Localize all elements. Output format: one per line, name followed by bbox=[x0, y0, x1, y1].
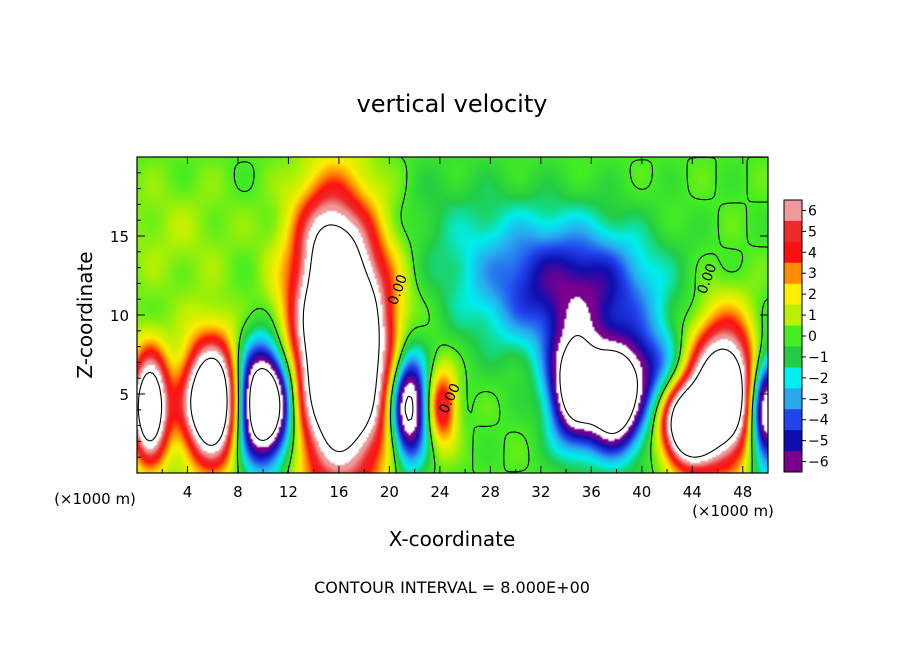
x-unit-right: (×1000 m) bbox=[692, 502, 774, 520]
y-tick-label: 15 bbox=[110, 228, 129, 246]
contour-negative-8 bbox=[249, 334, 639, 442]
velocity-field-heatmap bbox=[137, 157, 768, 473]
contour-interval-note: CONTOUR INTERVAL = 8.000E+00 bbox=[314, 578, 590, 597]
colorbar-swatch bbox=[784, 325, 802, 347]
colorbar-label: 5 bbox=[808, 224, 817, 240]
chart-title: vertical velocity bbox=[357, 90, 548, 118]
x-unit-left: (×1000 m) bbox=[54, 490, 136, 508]
colorbar-label: 0 bbox=[808, 329, 817, 345]
colorbar-label: −3 bbox=[808, 392, 829, 408]
colorbar-label: 6 bbox=[808, 203, 817, 219]
y-axis-label: Z-coordinate bbox=[73, 251, 97, 378]
colorbar-swatch bbox=[784, 241, 802, 264]
colorbar-swatch bbox=[784, 262, 802, 285]
x-tick-label: 40 bbox=[632, 483, 651, 501]
y-tick-label: 10 bbox=[110, 307, 129, 325]
colorbar-swatch bbox=[784, 409, 802, 431]
colorbar-frame bbox=[783, 199, 803, 473]
contour-positive-8 bbox=[137, 224, 743, 458]
colorbar-swatch bbox=[784, 304, 802, 327]
colorbar-swatch bbox=[784, 367, 802, 389]
colorbar-label: −4 bbox=[808, 413, 829, 429]
colorbar-swatch bbox=[784, 430, 802, 452]
colorbar-swatch bbox=[784, 283, 802, 306]
x-tick-label: 12 bbox=[279, 483, 298, 501]
x-tick-label: 16 bbox=[329, 483, 348, 501]
y-tick-label: 5 bbox=[119, 386, 129, 404]
x-axis-label: X-coordinate bbox=[389, 527, 516, 551]
x-tick-label: 24 bbox=[430, 483, 449, 501]
y-axis: 5 10 15 bbox=[110, 172, 768, 458]
colorbar-legend: 6 5 4 3 2 1 0 −1 −2 −3 −4 −5 −6 bbox=[783, 199, 829, 473]
x-tick-label: 44 bbox=[683, 483, 702, 501]
colorbar-swatch bbox=[784, 200, 802, 222]
colorbar-label: −5 bbox=[808, 434, 829, 450]
contour-lines bbox=[137, 156, 769, 474]
x-tick-label: 48 bbox=[733, 483, 752, 501]
colorbar-swatch bbox=[784, 388, 802, 410]
colorbar-swatch bbox=[784, 451, 802, 473]
colorbar-swatch bbox=[784, 220, 802, 243]
x-tick-label: 28 bbox=[481, 483, 500, 501]
colorbar-label: −2 bbox=[808, 371, 829, 387]
x-tick-label: 8 bbox=[233, 483, 243, 501]
x-tick-label: 32 bbox=[531, 483, 550, 501]
colorbar-label: 1 bbox=[808, 308, 817, 324]
x-tick-label: 4 bbox=[183, 483, 193, 501]
x-tick-label: 20 bbox=[380, 483, 399, 501]
colorbar-label: 3 bbox=[808, 266, 817, 282]
colorbar-label: −6 bbox=[808, 455, 829, 471]
colorbar-label: −1 bbox=[808, 350, 829, 366]
colorbar-label: 4 bbox=[808, 245, 817, 261]
colorbar-label: 2 bbox=[808, 287, 817, 303]
colorbar-swatch bbox=[784, 346, 802, 368]
x-axis: 4 8 12 16 20 24 28 32 36 40 44 48 bbox=[161, 157, 752, 501]
plot-area: 0.000.000.00 bbox=[136, 156, 769, 474]
x-tick-label: 36 bbox=[582, 483, 601, 501]
